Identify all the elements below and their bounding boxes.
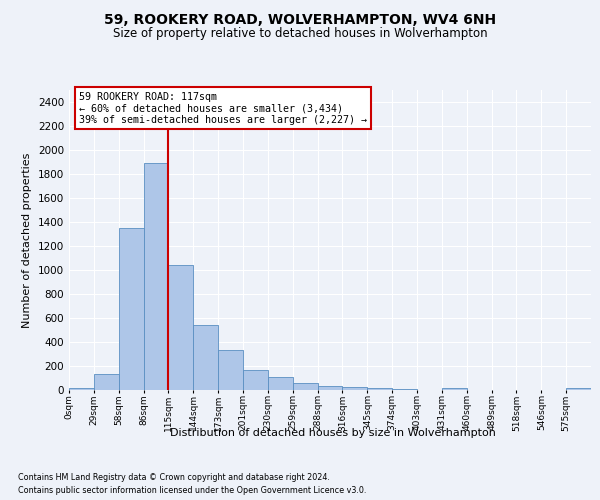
Bar — [268, 377, 293, 390]
Bar — [566, 388, 591, 390]
Text: 59 ROOKERY ROAD: 117sqm
← 60% of detached houses are smaller (3,434)
39% of semi: 59 ROOKERY ROAD: 117sqm ← 60% of detache… — [79, 92, 367, 124]
Y-axis label: Number of detached properties: Number of detached properties — [22, 152, 32, 328]
Bar — [317, 386, 343, 390]
Bar — [293, 384, 317, 390]
Bar — [69, 388, 94, 390]
Bar — [143, 163, 169, 390]
Bar — [243, 370, 268, 390]
Text: Contains HM Land Registry data © Crown copyright and database right 2024.: Contains HM Land Registry data © Crown c… — [18, 472, 330, 482]
Text: Contains public sector information licensed under the Open Government Licence v3: Contains public sector information licen… — [18, 486, 367, 495]
Bar — [343, 387, 367, 390]
Bar — [119, 228, 143, 390]
Text: Size of property relative to detached houses in Wolverhampton: Size of property relative to detached ho… — [113, 28, 487, 40]
Bar — [218, 350, 243, 390]
Bar — [94, 374, 119, 390]
Bar — [193, 325, 218, 390]
Text: Distribution of detached houses by size in Wolverhampton: Distribution of detached houses by size … — [170, 428, 496, 438]
Bar — [169, 265, 193, 390]
Bar — [367, 388, 392, 390]
Bar — [442, 388, 467, 390]
Text: 59, ROOKERY ROAD, WOLVERHAMPTON, WV4 6NH: 59, ROOKERY ROAD, WOLVERHAMPTON, WV4 6NH — [104, 12, 496, 26]
Bar — [392, 389, 417, 390]
